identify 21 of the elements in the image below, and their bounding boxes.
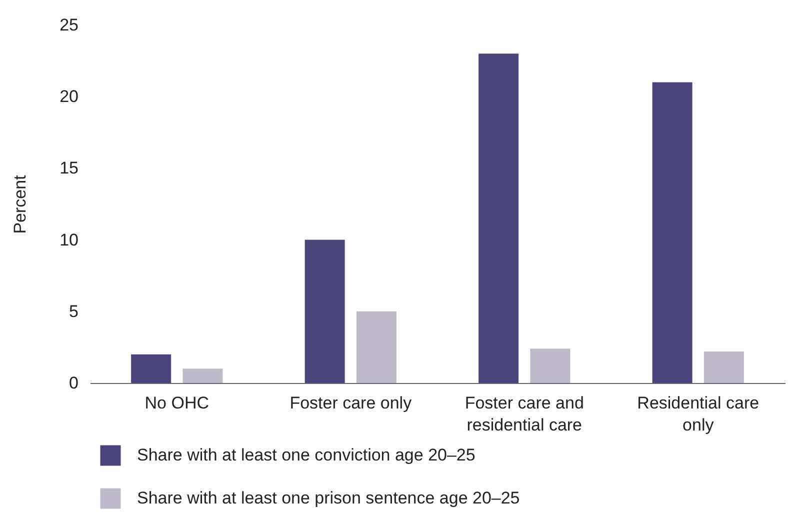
bar xyxy=(356,311,396,383)
bar xyxy=(131,354,172,383)
legend-label: Share with at least one conviction age 20–25 xyxy=(137,446,476,464)
y-tick-label: 0 xyxy=(69,374,78,392)
y-axis-title: Percent xyxy=(10,174,30,234)
y-tick-label: 15 xyxy=(60,158,78,178)
bar xyxy=(530,348,570,383)
y-tick-label: 20 xyxy=(60,87,78,106)
y-tick-label: 25 xyxy=(60,16,78,34)
y-tick-label: 10 xyxy=(60,230,78,250)
bar xyxy=(304,240,345,383)
x-tick-label: Foster care only xyxy=(290,394,412,412)
bar xyxy=(182,368,223,383)
x-tick-label: Foster care and residential care xyxy=(464,394,584,434)
bar xyxy=(704,351,744,383)
legend-label: Share with at least one prison sentence age 20–25 xyxy=(137,488,520,508)
x-tick-label: Residential care only xyxy=(637,394,760,434)
bar xyxy=(652,82,692,383)
y-tick-label: 5 xyxy=(69,302,78,321)
x-tick-label: No OHC xyxy=(144,394,209,412)
bar xyxy=(478,54,519,383)
